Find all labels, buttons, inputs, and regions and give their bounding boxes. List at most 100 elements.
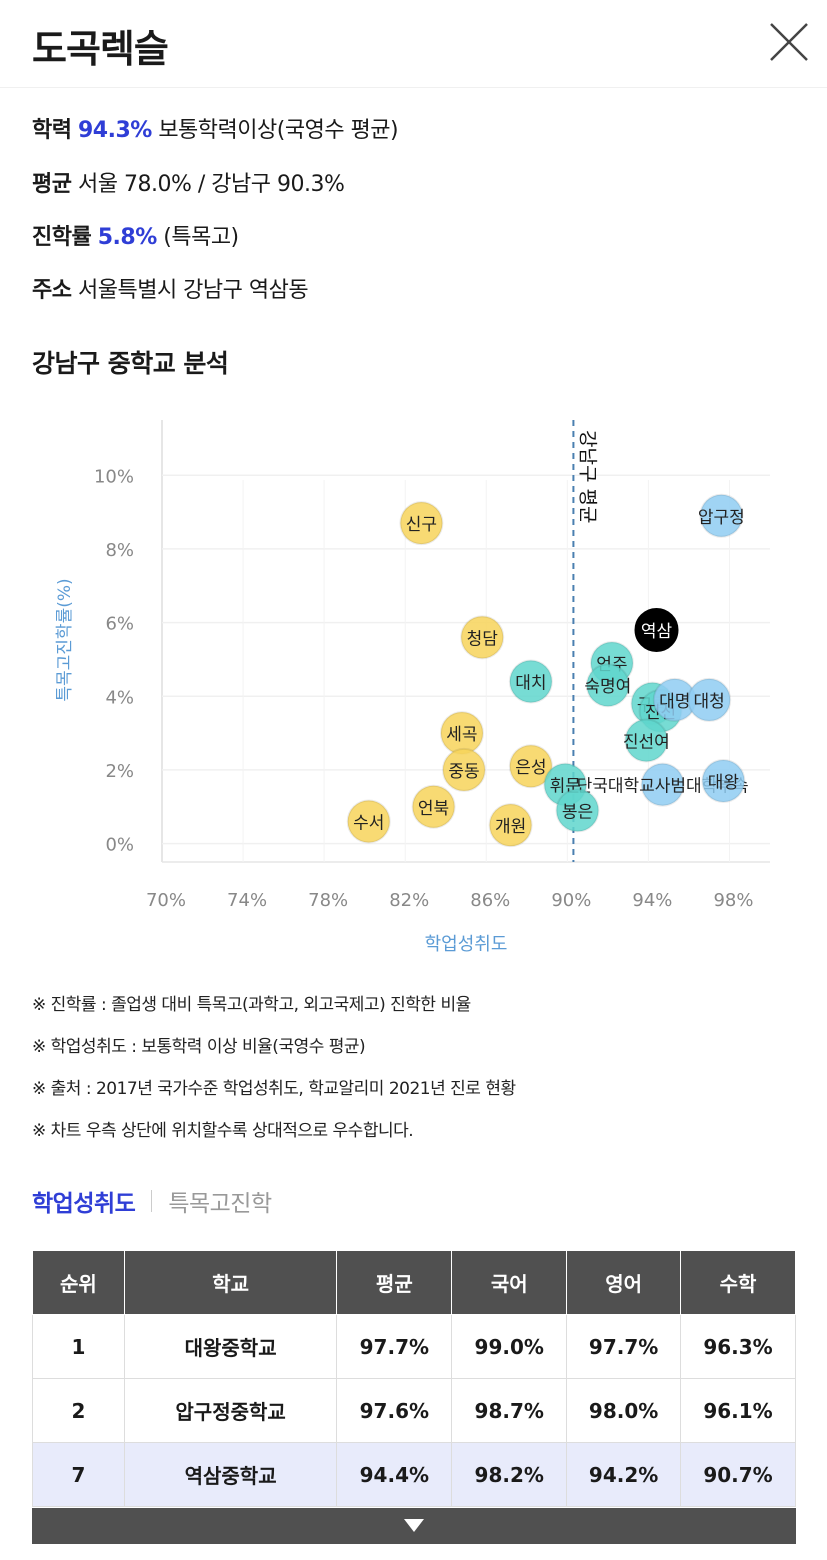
point-label: 대치: [515, 674, 546, 694]
point-봉은[interactable]: 봉은: [555, 788, 600, 833]
info-academic: 학력 94.3% 보통학력이상(국영수 평균): [32, 112, 399, 144]
cell-english: 94.2%: [566, 1442, 682, 1507]
cell-korean: 98.2%: [451, 1442, 568, 1507]
note-source: ※ 출처 : 2017년 국가수준 학업성취도, 학교알리미 2021년 진로 …: [32, 1079, 516, 1099]
info-admission-value: 5.8%: [97, 225, 158, 250]
cell-average: 94.4%: [336, 1442, 453, 1507]
point-marker[interactable]: [585, 663, 630, 708]
cell-korean: 99.0%: [451, 1314, 568, 1379]
x-tick-label: 90%: [551, 890, 591, 911]
cell-rank: 7: [32, 1442, 125, 1507]
info-average: 평균 서울 78.0% / 강남구 90.3%: [32, 166, 345, 198]
point-marker[interactable]: [687, 677, 732, 722]
note-academic-def: ※ 학업성취도 : 보통학력 이상 비율(국영수 평균): [32, 1037, 366, 1057]
point-label: 숙명여: [584, 677, 631, 697]
cell-school: 대왕중학교: [123, 1314, 338, 1379]
point-marker[interactable]: [555, 788, 600, 833]
cell-korean: 98.7%: [451, 1378, 568, 1443]
cell-rank: 2: [32, 1378, 125, 1443]
expand-table-button[interactable]: [32, 1508, 796, 1544]
y-tick-label: 8%: [105, 540, 134, 561]
y-tick-label: 4%: [105, 687, 134, 708]
point-label: 세곡: [446, 725, 477, 745]
point-label: 개원: [495, 817, 526, 837]
info-academic-desc: 보통학력이상(국영수 평균): [158, 118, 399, 143]
point-marker[interactable]: [441, 747, 486, 792]
close-icon[interactable]: [767, 20, 811, 64]
point-marker[interactable]: [488, 803, 533, 848]
x-tick-label: 98%: [713, 890, 753, 911]
point-대왕[interactable]: 대왕: [701, 758, 746, 803]
tab-divider: [151, 1190, 153, 1212]
info-address: 주소 서울특별시 강남구 역삼동: [32, 272, 309, 304]
info-address-desc: 서울특별시 강남구 역삼동: [77, 278, 309, 303]
point-marker[interactable]: [634, 607, 679, 652]
point-label: 은성: [515, 758, 546, 778]
tab-admission[interactable]: 특목고진학: [168, 1191, 272, 1217]
info-average-label: 평균: [32, 172, 72, 197]
point-marker[interactable]: [399, 501, 444, 546]
col-korean: 국어: [451, 1250, 568, 1315]
notes: ※ 진학률 : 졸업생 대비 특목고(과학고, 외고국제고) 진학한 비율 ※ …: [32, 990, 516, 1158]
col-math: 수학: [680, 1250, 796, 1315]
x-tick-label: 78%: [308, 890, 348, 911]
point-대청[interactable]: 대청: [687, 677, 732, 722]
cell-average: 97.6%: [336, 1378, 453, 1443]
point-은성[interactable]: 은성: [508, 744, 553, 789]
point-marker[interactable]: [508, 744, 553, 789]
y-tick-label: 0%: [105, 835, 134, 856]
info-academic-label: 학력: [32, 118, 72, 143]
chevron-down-icon: [404, 1519, 424, 1532]
point-세곡[interactable]: 세곡: [439, 711, 484, 756]
x-tick-label: 86%: [470, 890, 510, 911]
table-row-current-school: 7 역삼중학교 94.4% 98.2% 94.2% 90.7%: [32, 1442, 796, 1507]
page-title: 도곡렉슬: [32, 27, 169, 71]
x-tick-label: 70%: [146, 890, 186, 911]
col-english: 영어: [566, 1250, 682, 1315]
y-tick-label: 10%: [94, 466, 134, 487]
point-언북[interactable]: 언북: [411, 784, 456, 829]
point-압구정[interactable]: 압구정: [698, 493, 745, 538]
info-admission-desc: (특목고): [163, 225, 239, 250]
point-label: 대청: [694, 692, 725, 712]
point-marker[interactable]: [508, 659, 553, 704]
x-tick-label: 82%: [389, 890, 429, 911]
point-marker[interactable]: [346, 799, 391, 844]
point-label: 대왕: [708, 773, 739, 793]
cell-school: 역삼중학교: [123, 1442, 338, 1507]
point-marker[interactable]: [640, 762, 685, 807]
note-admission-def: ※ 진학률 : 졸업생 대비 특목고(과학고, 외고국제고) 진학한 비율: [32, 995, 471, 1015]
district-average-label: 강남구 평균: [576, 430, 598, 523]
point-marker[interactable]: [460, 615, 505, 660]
point-대치[interactable]: 대치: [508, 659, 553, 704]
y-tick-label: 2%: [105, 761, 134, 782]
point-중동[interactable]: 중동: [441, 747, 486, 792]
point-청담[interactable]: 청담: [460, 615, 505, 660]
info-admission: 진학률 5.8% (특목고): [32, 219, 239, 251]
point-label: 진선여: [623, 732, 670, 752]
point-진선여[interactable]: 진선여: [623, 718, 670, 763]
point-label: 중동: [448, 762, 479, 782]
table-row: 2 압구정중학교 97.6% 98.7% 98.0% 96.1%: [32, 1378, 796, 1443]
ranking-table: 순위 학교 평균 국어 영어 수학 1 대왕중학교 97.7% 99.0% 97…: [32, 1250, 796, 1507]
x-tick-label: 94%: [632, 890, 672, 911]
point-label: 신구: [406, 515, 437, 535]
table-row: 1 대왕중학교 97.7% 99.0% 97.7% 96.3%: [32, 1314, 796, 1379]
point-marker[interactable]: [411, 784, 456, 829]
point-역삼[interactable]: 역삼: [634, 607, 679, 652]
point-label: 봉은: [562, 802, 593, 822]
cell-rank: 1: [32, 1314, 125, 1379]
info-academic-value: 94.3%: [77, 118, 152, 143]
point-marker[interactable]: [699, 493, 744, 538]
x-tick-label: 74%: [227, 890, 267, 911]
point-신구[interactable]: 신구: [399, 501, 444, 546]
point-개원[interactable]: 개원: [488, 803, 533, 848]
point-숙명여[interactable]: 숙명여: [584, 663, 631, 708]
point-수서[interactable]: 수서: [346, 799, 391, 844]
point-marker[interactable]: [701, 758, 746, 803]
info-address-label: 주소: [32, 278, 72, 303]
point-marker[interactable]: [624, 718, 669, 763]
note-chart-guide: ※ 차트 우측 상단에 위치할수록 상대적으로 우수합니다.: [32, 1121, 414, 1141]
point-label: 언북: [418, 799, 449, 819]
tab-academic[interactable]: 학업성취도: [32, 1191, 136, 1217]
